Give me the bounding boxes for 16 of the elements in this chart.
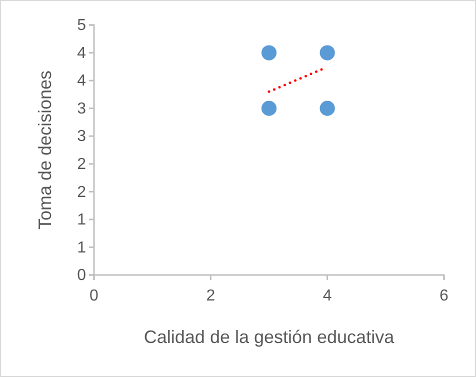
y-tick-label: 2 <box>77 184 86 201</box>
y-axis-title: Toma de decisiones <box>35 70 55 230</box>
y-tick-label: 5 <box>77 17 86 34</box>
x-axis-title: Calidad de la gestión educativa <box>144 327 396 347</box>
x-tick-label: 4 <box>322 288 332 305</box>
y-tick-label: 3 <box>77 128 86 146</box>
y-tick-label: 1 <box>77 212 86 229</box>
x-tick-label: 2 <box>206 288 216 305</box>
x-tick-label: 6 <box>440 288 449 305</box>
y-tick-label: 4 <box>77 72 86 90</box>
x-tick-label: 0 <box>90 288 99 305</box>
y-tick-label: 0 <box>77 267 86 284</box>
y-tick-label: 3 <box>77 100 86 118</box>
y-tick-label: 1 <box>77 239 86 256</box>
y-tick-label: 4 <box>77 44 86 62</box>
y-tick-label: 2 <box>77 156 86 174</box>
